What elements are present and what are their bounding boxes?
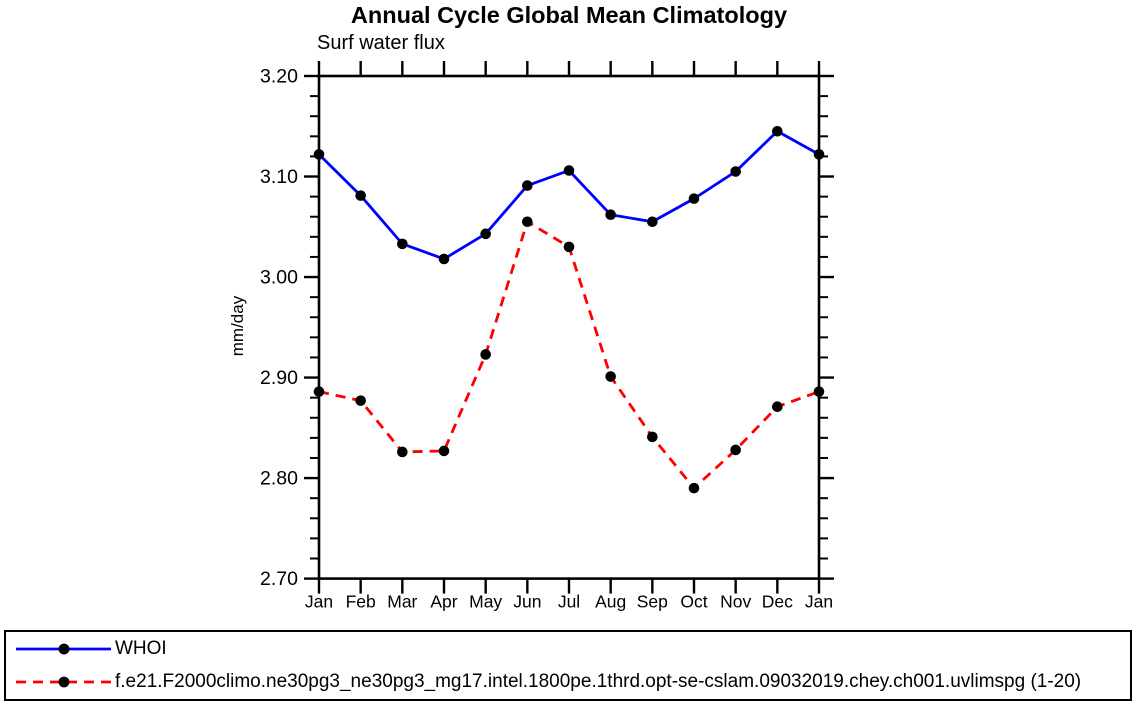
svg-text:Jan: Jan bbox=[305, 592, 333, 612]
svg-text:Feb: Feb bbox=[346, 592, 376, 612]
plot-area: 2.70 2.80 2.90 3.00 3.10 3.20 Jan Feb Mar Apr May J… bbox=[260, 61, 834, 612]
legend-box: WHOI f.e21.F2000climo.ne30pg3_ne30pg3_mg… bbox=[4, 630, 1132, 701]
svg-text:Oct: Oct bbox=[680, 592, 707, 612]
model-line-marker bbox=[16, 676, 111, 688]
svg-text:Apr: Apr bbox=[430, 592, 457, 612]
svg-text:3.10: 3.10 bbox=[260, 166, 298, 188]
legend-item-whoi: WHOI bbox=[15, 634, 1130, 664]
legend-item-model: f.e21.F2000climo.ne30pg3_ne30pg3_mg17.in… bbox=[15, 667, 1130, 697]
svg-text:Aug: Aug bbox=[595, 592, 626, 612]
svg-text:Nov: Nov bbox=[720, 592, 751, 612]
svg-text:Dec: Dec bbox=[762, 592, 793, 612]
svg-text:May: May bbox=[469, 592, 502, 612]
svg-text:Mar: Mar bbox=[387, 592, 417, 612]
svg-text:2.70: 2.70 bbox=[260, 568, 298, 590]
svg-text:Jun: Jun bbox=[513, 592, 541, 612]
legend-label-whoi: WHOI bbox=[115, 638, 167, 659]
svg-text:Jan: Jan bbox=[805, 592, 833, 612]
svg-text:3.20: 3.20 bbox=[260, 66, 298, 88]
svg-text:2.90: 2.90 bbox=[260, 367, 298, 389]
legend-label-model: f.e21.F2000climo.ne30pg3_ne30pg3_mg17.in… bbox=[115, 671, 1082, 692]
svg-text:Jul: Jul bbox=[558, 592, 580, 612]
svg-text:3.00: 3.00 bbox=[260, 267, 298, 289]
svg-text:2.80: 2.80 bbox=[260, 468, 298, 490]
svg-text:Sep: Sep bbox=[637, 592, 668, 612]
whoi-line-marker bbox=[16, 643, 111, 655]
chart-subtitle: Surf water flux bbox=[317, 32, 445, 54]
chart-title: Annual Cycle Global Mean Climatology bbox=[350, 2, 788, 28]
